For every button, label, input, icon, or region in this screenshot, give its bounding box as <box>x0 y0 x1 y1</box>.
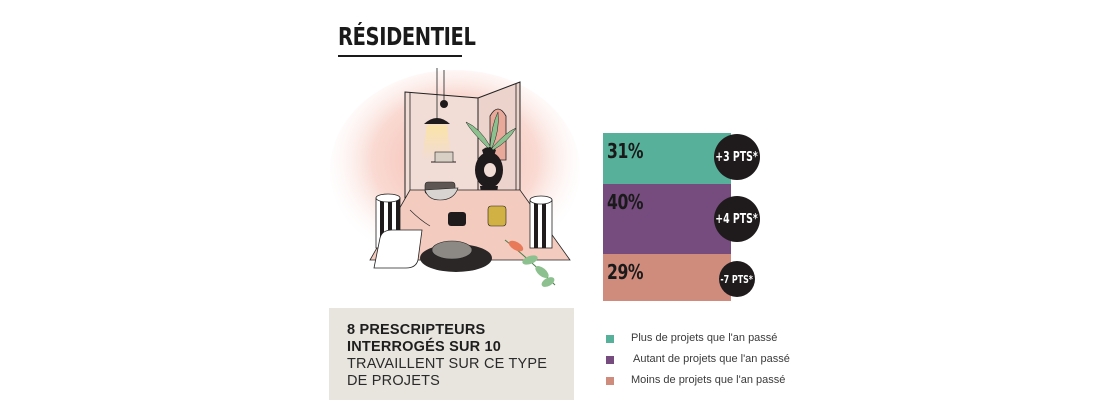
legend-swatch <box>606 356 614 364</box>
bar-more-projects: 31% <box>603 133 731 184</box>
delta-badge: -7 PTS* <box>719 261 755 297</box>
info-line-1: 8 PRESCRIPTEURS <box>347 322 486 338</box>
page-title: RÉSIDENTIEL <box>338 22 476 51</box>
info-box: 8 PRESCRIPTEURS INTERROGÉS SUR 10 TRAVAI… <box>329 308 574 400</box>
stacked-bar-chart: 31% 40% 29% <box>603 133 731 301</box>
info-line-4: DE PROJETS <box>347 373 441 389</box>
legend-swatch <box>606 377 614 385</box>
dining-room-illustration <box>330 68 580 287</box>
bar-fewer-projects: 29% <box>603 254 731 301</box>
bar-value: 40% <box>607 190 644 214</box>
bar-same-projects: 40% <box>603 184 731 254</box>
title-underline <box>338 55 462 57</box>
legend-swatch <box>606 335 614 343</box>
bar-value: 31% <box>607 139 644 163</box>
delta-badge: +4 PTS* <box>714 196 760 242</box>
delta-badge: +3 PTS* <box>714 134 760 180</box>
bar-value: 29% <box>607 260 644 284</box>
info-line-2: INTERROGÉS SUR 10 <box>347 339 502 355</box>
info-line-3: TRAVAILLENT SUR CE TYPE <box>347 356 548 372</box>
